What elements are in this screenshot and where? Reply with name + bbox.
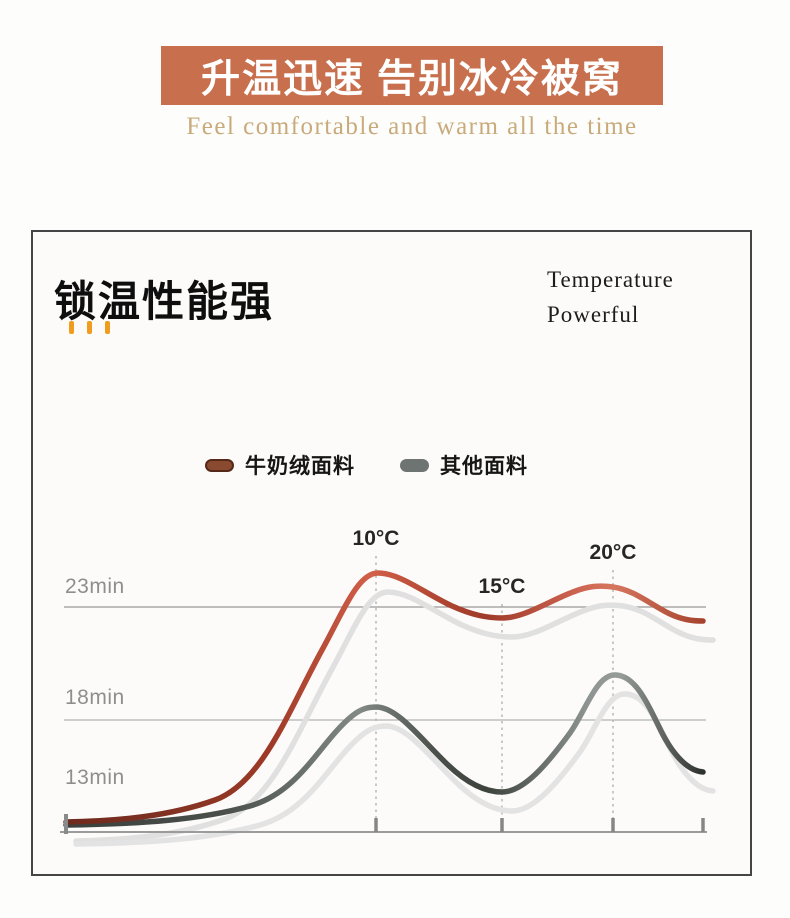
legend-label-other-fabric: 其他面料 xyxy=(440,455,528,478)
panel-subtitle-line1: Temperature xyxy=(547,267,674,292)
panel-subtitle-en: Temperature Powerful xyxy=(547,262,674,332)
y-tick-label-18min: 18min xyxy=(65,686,125,709)
promo-banner: 升温迅速 告别冰冷被窝 xyxy=(161,46,663,105)
accent-dash xyxy=(105,321,110,334)
milk-velvet-curve xyxy=(63,570,706,825)
legend-item-other-fabric: 其他面料 xyxy=(400,450,528,480)
legend-swatch-milk-velvet-icon xyxy=(205,458,234,472)
other-fabric-curve-shadow xyxy=(73,691,716,847)
banner-subtitle: Feel comfortable and warm all the time xyxy=(186,113,638,140)
y-tick-label-13min: 13min xyxy=(65,766,125,789)
x-tick-label-10c: 10°C xyxy=(352,527,400,550)
x-tick-label-20c: 20°C xyxy=(589,541,637,564)
x-tick-label-15c: 15°C xyxy=(478,575,526,598)
legend-swatch-other-fabric-icon xyxy=(400,458,429,472)
y-tick-label-23min: 23min xyxy=(65,575,125,598)
panel-subtitle-line2: Powerful xyxy=(547,302,640,327)
legend-label-milk-velvet: 牛奶绒面料 xyxy=(245,455,355,478)
legend-item-milk-velvet: 牛奶绒面料 xyxy=(205,450,355,480)
panel-title: 锁温性能强 xyxy=(54,280,275,326)
info-panel: 锁温性能强 Temperature Powerful xyxy=(31,230,752,876)
accent-dash xyxy=(69,321,74,334)
accent-dash xyxy=(87,321,92,334)
curve-shadows xyxy=(73,589,716,847)
accent-dashes xyxy=(69,321,110,334)
other-fabric-curve xyxy=(63,672,706,828)
banner-title: 升温迅速 告别冰冷被窝 xyxy=(201,57,623,101)
